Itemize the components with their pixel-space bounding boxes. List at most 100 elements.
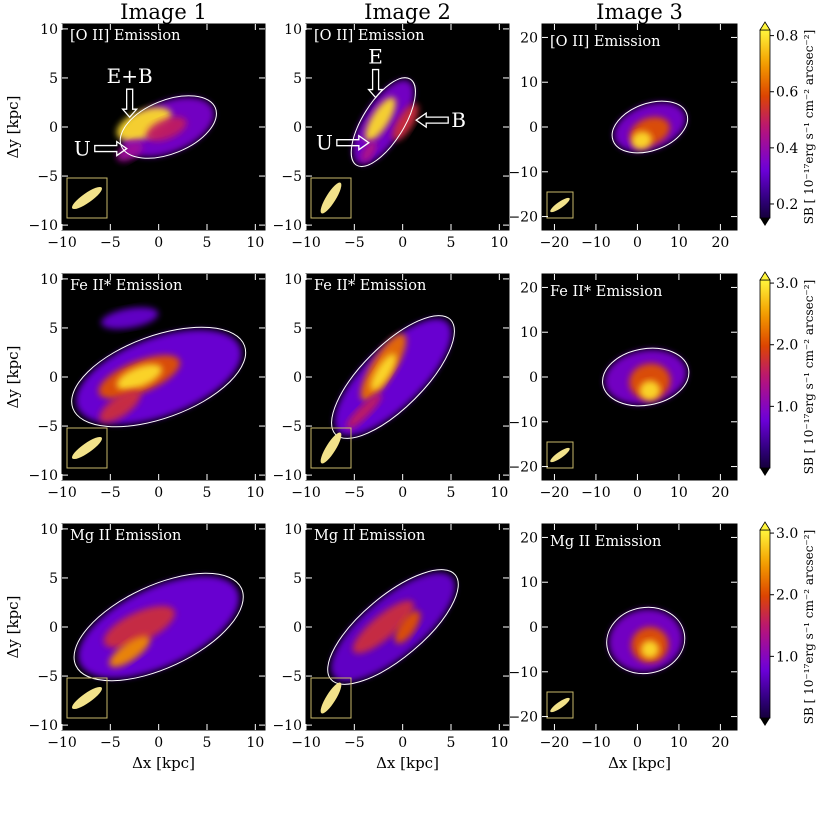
x-tick-label: 10	[490, 735, 508, 751]
y-tick-label: 0	[49, 120, 58, 136]
panel-0-2: [O II] Emission −20 −10 0 10 20 −20 −10 0 10 20	[508, 23, 738, 251]
y-axis-label-text: Δy [kpc]	[4, 596, 22, 659]
y-tick-label: 5	[293, 321, 302, 337]
y-tick-label: 5	[49, 571, 58, 587]
panel-label: [O II] Emission	[550, 34, 660, 50]
x-tick-label: 0	[398, 485, 407, 501]
x-tick-label: 0	[398, 735, 407, 751]
y-tick-label: 5	[49, 321, 58, 337]
psf-inset-box	[310, 177, 352, 219]
panel-label: Mg II Emission	[70, 528, 181, 544]
emission-blob	[352, 600, 414, 654]
x-tick-label: −20	[540, 485, 570, 501]
y-tick-label: −10	[508, 165, 538, 181]
y-tick-label: 10	[284, 22, 302, 38]
y-tick-label: −10	[28, 218, 58, 234]
contour-line	[611, 100, 689, 154]
colorbar-extend-bottom	[760, 718, 770, 726]
annotation-label: U	[316, 131, 333, 155]
x-tick-label: −5	[344, 235, 365, 251]
x-tick-label: 0	[633, 235, 642, 251]
colorbar-2: 1.0 2.0 3.0 SB [ 10⁻¹⁷erg s⁻¹ cm⁻² arcsec⁻²…	[759, 521, 816, 726]
y-tick-label: −20	[508, 460, 538, 476]
panel-2-0: Mg II Emission −10 −5 0 5 10 −10 −5 0 5 10 Δy [kpc]…	[4, 522, 266, 772]
y-axis-label-text: Δy [kpc]	[4, 346, 22, 409]
y-tick-label: 0	[293, 370, 302, 386]
x-tick-label: −10	[291, 485, 321, 501]
annotation: B	[415, 108, 466, 132]
panel-1-0: Fe II* Emission −10 −5 0 5 10 −10 −5 0 5 10 Δy [kpc…	[4, 272, 266, 501]
x-tick-label: 20	[711, 235, 729, 251]
psf-ellipse	[72, 686, 102, 710]
y-tick-label: −5	[37, 669, 58, 685]
colorbar-label: SB [ 10⁻¹⁷erg s⁻¹ cm⁻² arcsec⁻²]	[802, 280, 816, 475]
colorbar-extend-top	[759, 271, 771, 281]
colorbar-0: 0.2 0.4 0.6 0.8 SB [ 10⁻¹⁷erg s⁻¹ cm⁻² arcse…	[759, 21, 816, 226]
x-tick-label: 0	[154, 735, 163, 751]
psf-ellipse	[320, 682, 342, 714]
contour-line	[73, 572, 244, 682]
y-tick-label: −10	[28, 718, 58, 734]
psf-inset-box	[66, 427, 108, 469]
y-tick-label: 10	[520, 575, 538, 591]
emission-blob	[346, 393, 382, 429]
x-tick-label: −5	[344, 735, 365, 751]
psf-ellipse	[72, 436, 102, 460]
emission-map	[602, 347, 690, 407]
emission-blob	[640, 640, 659, 659]
psf-inset-box	[310, 677, 352, 719]
arrow	[336, 134, 370, 151]
x-tick-label: −10	[47, 235, 77, 251]
colorbar-tick-label: 3.0	[776, 276, 798, 292]
x-tick-label: 10	[490, 485, 508, 501]
colorbar-bar	[759, 279, 771, 469]
arrow	[94, 140, 128, 157]
colorbar-tick-label: 0.2	[776, 197, 798, 213]
colorbar-extend-bottom	[760, 218, 770, 226]
x-tick-label: 5	[203, 235, 212, 251]
x-tick-label: 10	[670, 235, 688, 251]
x-tick-label: −10	[291, 235, 321, 251]
y-tick-label: 0	[49, 620, 58, 636]
psf-ellipse	[320, 182, 342, 214]
column-title: Image 1	[120, 0, 207, 24]
contour-line	[327, 569, 459, 685]
psf-ellipse	[550, 697, 570, 713]
contour-line	[602, 347, 690, 407]
contour-line	[350, 77, 416, 167]
x-tick-label: −5	[100, 235, 121, 251]
x-axis-label: Δx [kpc]	[376, 754, 439, 772]
x-tick-label: −10	[581, 485, 611, 501]
y-tick-label: 0	[293, 620, 302, 636]
psf-inset-box	[310, 427, 352, 469]
y-tick-label: 5	[293, 571, 302, 587]
x-axis-label: Δx [kpc]	[608, 754, 671, 772]
y-tick-label: −10	[508, 665, 538, 681]
colorbar-label-text: SB [ 10⁻¹⁷erg s⁻¹ cm⁻² arcsec⁻²]	[802, 280, 816, 475]
colorbar-tick-label: 0.6	[776, 85, 798, 101]
panel-0-0: [O II] Emission E+B U −10 −5 0 5 10 −10 −5 0 5 10 Δy …	[4, 22, 266, 251]
contour-line	[331, 315, 455, 439]
psf-ellipse	[72, 186, 102, 210]
colorbar-1: 1.0 2.0 3.0 SB [ 10⁻¹⁷erg s⁻¹ cm⁻² arcsec⁻²…	[759, 271, 816, 476]
y-tick-label: 0	[529, 620, 538, 636]
y-tick-label: 5	[49, 71, 58, 87]
y-tick-label: 10	[40, 522, 58, 538]
x-tick-label: 20	[711, 485, 729, 501]
x-tick-label: −20	[540, 235, 570, 251]
y-axis-label: Δy [kpc]	[4, 96, 22, 159]
annotation-label: B	[451, 108, 466, 132]
emission-blob	[392, 103, 419, 141]
colorbar-extend-top	[759, 21, 771, 31]
emission-blob	[361, 141, 377, 162]
y-tick-label: 10	[40, 272, 58, 288]
x-tick-label: 10	[246, 235, 264, 251]
x-tick-label: 10	[490, 235, 508, 251]
y-axis-label: Δy [kpc]	[4, 596, 22, 659]
column-title: Image 2	[364, 0, 451, 24]
y-tick-label: −10	[508, 415, 538, 431]
panel-label: [O II] Emission	[314, 28, 424, 44]
emission-blob	[365, 97, 396, 141]
column-title: Image 3	[596, 0, 683, 24]
